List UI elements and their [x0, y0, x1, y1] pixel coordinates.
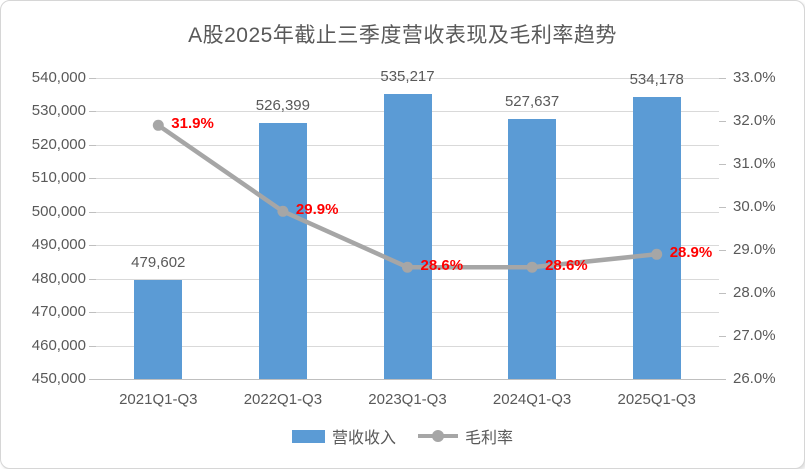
x-axis-label: 2022Q1-Q3	[243, 391, 323, 408]
x-axis-label: 2024Q1-Q3	[492, 391, 572, 408]
bar-value-label: 479,602	[131, 253, 186, 271]
right-axis-tick	[719, 336, 726, 337]
left-axis-tick	[89, 144, 96, 146]
legend-item-margin: 毛利率	[418, 424, 513, 448]
margin-marker	[651, 248, 663, 260]
bar-value-label: 527,637	[504, 93, 560, 111]
right-axis-label: 32.0%	[733, 112, 776, 129]
legend: 营收收入 毛利率	[1, 424, 804, 448]
left-axis-label: 510,000	[31, 169, 86, 187]
margin-line	[157, 123, 657, 270]
x-axis-label: 2023Q1-Q3	[368, 391, 447, 408]
left-axis-tick	[89, 111, 96, 113]
left-axis-tick	[89, 78, 96, 79]
gridline	[96, 78, 719, 79]
x-axis-label: 2025Q1-Q3	[617, 391, 696, 408]
left-axis-label: 530,000	[31, 102, 86, 120]
legend-line-swatch	[418, 430, 458, 442]
left-axis-tick	[89, 345, 96, 347]
revenue-bar	[383, 93, 432, 379]
right-axis-label: 33.0%	[733, 69, 776, 86]
right-axis-tick	[719, 250, 726, 251]
revenue-bar	[508, 119, 557, 379]
right-axis-tick	[719, 121, 726, 122]
right-axis-tick	[719, 293, 726, 294]
margin-value-label: 29.9%	[295, 201, 339, 219]
margin-marker	[526, 261, 538, 273]
left-axis-tick	[89, 211, 96, 213]
legend-item-revenue: 营收收入	[291, 424, 396, 448]
left-axis-tick	[89, 245, 96, 247]
left-axis-label: 450,000	[31, 370, 86, 387]
margin-value-label: 28.9%	[669, 244, 713, 262]
plot-area: 479,602 526,399 535,217 527,637 534,178 31.9%…	[96, 68, 719, 380]
margin-value-label: 31.9%	[171, 115, 214, 133]
left-axis-label: 470,000	[31, 303, 86, 321]
right-axis-tick	[719, 207, 726, 208]
right-axis-label: 26.0%	[733, 370, 776, 387]
right-axis-label: 30.0%	[733, 198, 776, 215]
left-axis-label: 500,000	[31, 202, 86, 220]
revenue-bar	[258, 123, 307, 379]
x-axis-label: 2021Q1-Q3	[119, 391, 198, 408]
right-axis-label: 28.0%	[733, 284, 776, 301]
bar-value-label: 526,399	[255, 97, 310, 115]
left-axis-tick	[89, 178, 96, 180]
chart-title: A股2025年截止三季度营收表现及毛利率趋势	[188, 24, 617, 47]
right-axis-tick	[719, 78, 726, 79]
left-axis-tick	[89, 312, 96, 314]
left-axis-tick	[89, 379, 96, 380]
legend-line-label: 毛利率	[465, 430, 514, 447]
revenue-bar	[632, 97, 681, 379]
left-axis-label: 460,000	[31, 336, 86, 354]
right-axis-tick	[719, 164, 726, 165]
right-axis-label: 31.0%	[733, 155, 776, 172]
left-axis-tick	[89, 278, 96, 280]
bar-value-label: 535,217	[380, 68, 435, 85]
margin-value-label: 28.6%	[420, 257, 464, 275]
bar-value-label: 534,178	[629, 71, 684, 89]
legend-bar-swatch	[291, 429, 325, 443]
x-axis-line	[96, 379, 719, 380]
right-axis-label: 27.0%	[733, 327, 776, 344]
left-axis-label: 480,000	[31, 269, 86, 287]
left-axis-label: 490,000	[31, 236, 86, 254]
left-axis-label: 520,000	[31, 135, 86, 153]
legend-bar-label: 营收收入	[331, 430, 396, 447]
margin-marker	[402, 261, 413, 273]
margin-marker	[277, 205, 289, 217]
legend-line-marker-icon	[432, 430, 444, 442]
margin-value-label: 28.6%	[545, 257, 588, 275]
left-axis-label: 540,000	[31, 69, 86, 86]
right-axis-tick	[719, 379, 726, 380]
margin-marker	[152, 119, 164, 131]
margin-line-layer	[152, 119, 663, 273]
revenue-bar	[134, 279, 183, 379]
right-axis-label: 29.0%	[733, 241, 776, 258]
